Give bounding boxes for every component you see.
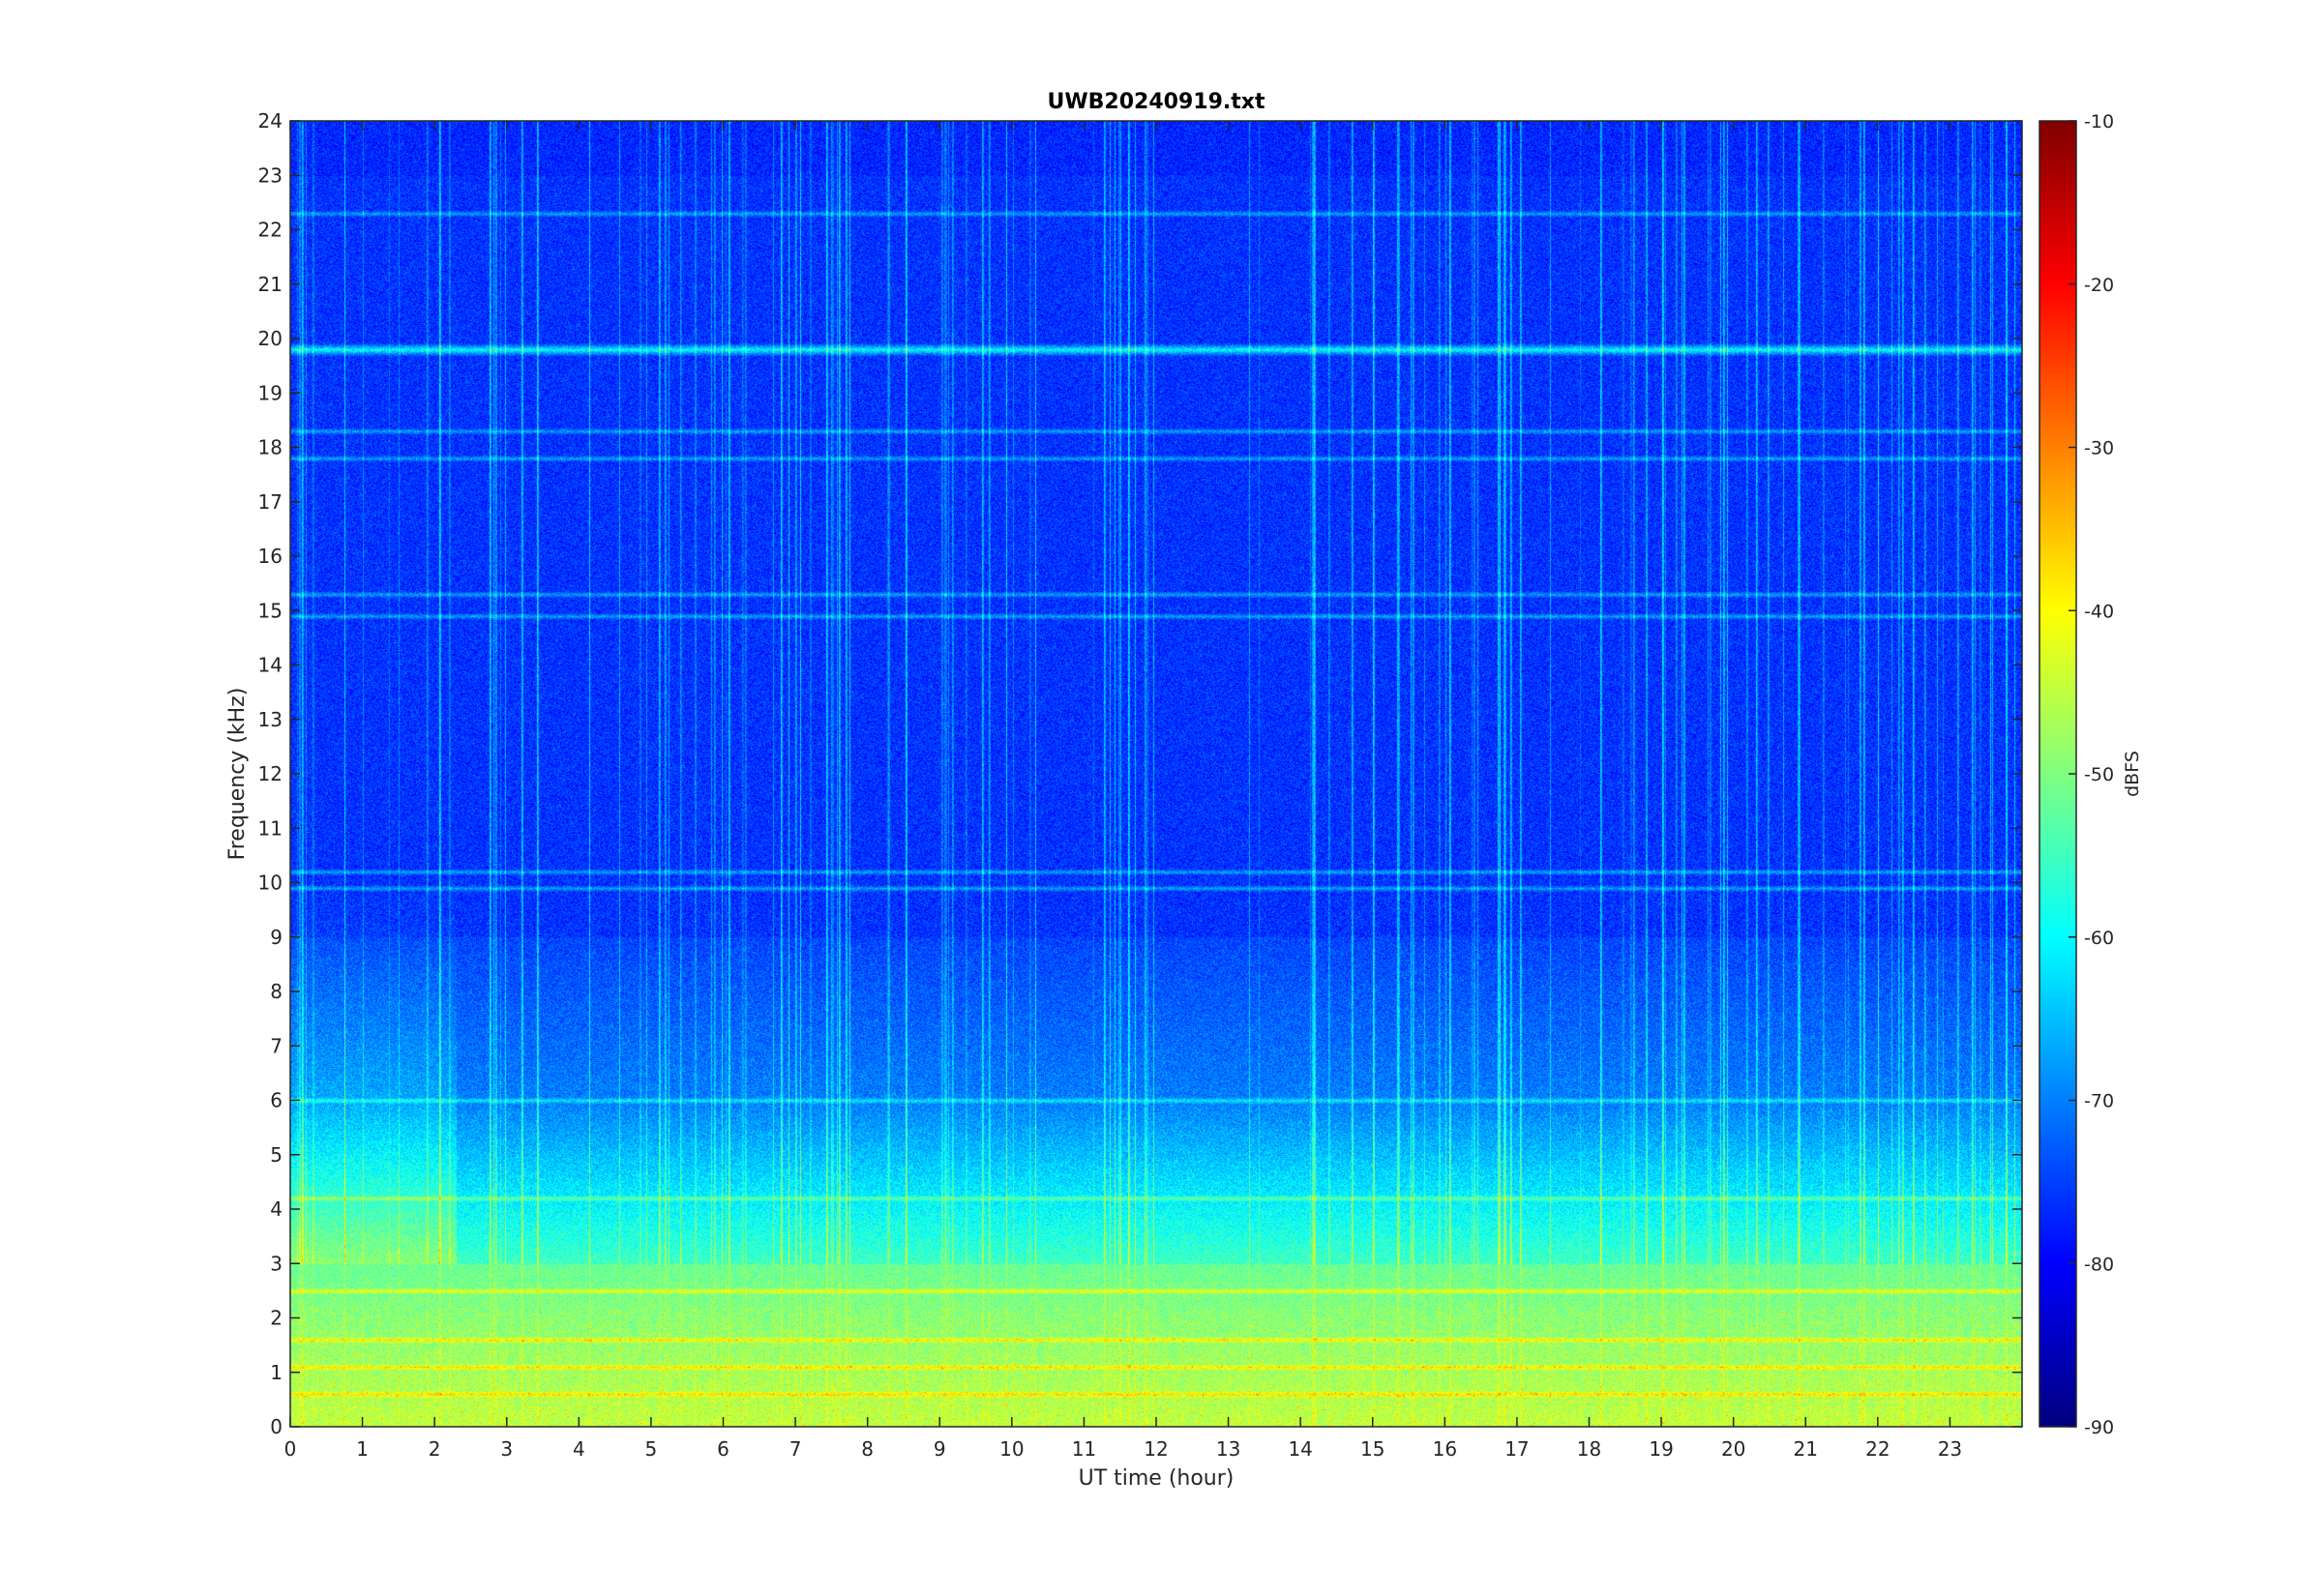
y-tick-label: 18: [258, 436, 283, 459]
x-axis-ticks: 0 1 2 3 4 5 6 7 8 9 10 11 12 13 14 15 16 17 18 19 20 21 22 23: [284, 121, 1962, 1461]
y-tick-label: 8: [270, 980, 283, 1003]
x-tick-label: 13: [1216, 1437, 1240, 1461]
x-tick-label: 11: [1072, 1437, 1096, 1461]
chart-title: UWB20240919.txt: [1048, 90, 1265, 114]
x-tick-label: 21: [1794, 1437, 1818, 1461]
y-tick-label: 4: [270, 1197, 283, 1221]
colorbar-tick-label: -50: [2084, 764, 2114, 785]
x-axis-label: UT time (hour): [1079, 1466, 1235, 1491]
x-tick-label: 10: [999, 1437, 1024, 1461]
y-axis-label: Frequency (kHz): [225, 688, 250, 861]
y-tick-label: 0: [270, 1415, 283, 1438]
y-tick-label: 14: [258, 654, 283, 677]
y-tick-label: 11: [258, 816, 283, 840]
x-tick-label: 19: [1649, 1437, 1673, 1461]
x-tick-label: 7: [789, 1437, 802, 1461]
x-tick-label: 2: [429, 1437, 441, 1461]
colorbar-tick-label: -10: [2084, 111, 2114, 133]
x-tick-label: 3: [500, 1437, 513, 1461]
y-tick-label: 16: [258, 545, 283, 568]
y-tick-label: 2: [270, 1307, 283, 1330]
spectrogram-heatmap: [290, 121, 2022, 1427]
x-tick-label: 16: [1433, 1437, 1457, 1461]
y-tick-label: 10: [258, 872, 283, 895]
y-tick-label: 9: [270, 926, 283, 949]
y-tick-label: 13: [258, 708, 283, 731]
x-tick-label: 5: [645, 1437, 658, 1461]
x-tick-label: 0: [284, 1437, 297, 1461]
y-tick-label: 3: [270, 1252, 283, 1275]
x-tick-label: 4: [573, 1437, 585, 1461]
colorbar-tick-label: -90: [2084, 1417, 2114, 1438]
x-tick-label: 22: [1865, 1437, 1890, 1461]
y-tick-label: 21: [258, 273, 283, 296]
colorbar-tick-label: -30: [2084, 438, 2114, 459]
x-tick-label: 15: [1360, 1437, 1384, 1461]
y-tick-label: 1: [270, 1361, 283, 1384]
x-tick-label: 8: [861, 1437, 874, 1461]
y-tick-label: 20: [258, 327, 283, 350]
y-tick-label: 15: [258, 599, 283, 622]
y-tick-label: 12: [258, 762, 283, 785]
y-tick-label: 22: [258, 219, 283, 242]
colorbar-tick-label: -40: [2084, 601, 2114, 622]
colorbar-tick-label: -70: [2084, 1091, 2114, 1112]
x-tick-label: 1: [356, 1437, 369, 1461]
y-tick-label: 23: [258, 163, 283, 187]
plot-area: [290, 121, 2022, 1427]
y-tick-label: 5: [270, 1143, 283, 1167]
colorbar-ticks: -90 -80 -70 -60 -50 -40 -30 -20 -10: [2069, 111, 2114, 1438]
y-tick-label: 19: [258, 381, 283, 404]
y-tick-label: 7: [270, 1034, 283, 1057]
colorbar-tick-label: -80: [2084, 1254, 2114, 1275]
y-tick-label: 6: [270, 1089, 283, 1112]
y-tick-label: 17: [258, 490, 283, 514]
x-tick-label: 20: [1721, 1437, 1745, 1461]
x-tick-label: 12: [1144, 1437, 1168, 1461]
x-tick-label: 14: [1288, 1437, 1312, 1461]
x-tick-label: 18: [1577, 1437, 1601, 1461]
x-tick-label: 6: [717, 1437, 729, 1461]
x-tick-label: 17: [1504, 1437, 1529, 1461]
x-tick-label: 9: [934, 1437, 946, 1461]
colorbar: -90 -80 -70 -60 -50 -40 -30 -20 -10 dBFS: [2039, 111, 2143, 1438]
colorbar-tick-label: -60: [2084, 928, 2114, 949]
colorbar-tick-label: -20: [2084, 275, 2114, 296]
y-tick-label: 24: [258, 109, 283, 133]
colorbar-label: dBFS: [2122, 751, 2143, 797]
x-tick-label: 23: [1938, 1437, 1962, 1461]
